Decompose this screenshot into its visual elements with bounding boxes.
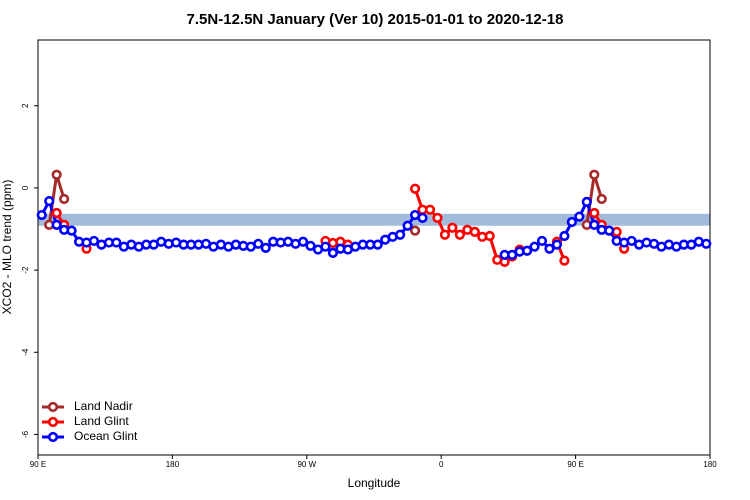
data-point [409, 225, 421, 236]
data-point [260, 242, 271, 254]
y-tick-label: -4 [21, 348, 30, 356]
data-point [372, 239, 383, 250]
data-point [484, 230, 495, 242]
x-axis-label: Longitude [348, 476, 401, 490]
data-point [402, 220, 413, 231]
legend-label: Land Glint [74, 414, 129, 428]
data-point [589, 207, 600, 219]
data-point [544, 243, 555, 254]
legend-marker [47, 431, 59, 443]
data-point [469, 226, 480, 237]
data-point [395, 229, 406, 240]
data-point [574, 211, 585, 222]
data-point [551, 239, 563, 250]
data-point [596, 193, 607, 205]
legend-label: Land Nadir [74, 399, 133, 413]
data-point [447, 222, 458, 233]
data-point [424, 204, 436, 215]
legend-label: Ocean Glint [74, 429, 138, 443]
x-tick-label: 90 E [30, 460, 46, 469]
y-axis-label: XCO2 - MLO trend (ppm) [0, 180, 14, 315]
data-point [51, 207, 62, 219]
x-tick-label: 0 [439, 460, 444, 469]
data-point [521, 245, 533, 256]
data-point [88, 235, 100, 247]
x-tick-label: 90 E [567, 460, 583, 469]
data-point [589, 169, 600, 180]
data-point [66, 225, 77, 236]
data-point [454, 229, 465, 240]
data-point [409, 183, 421, 194]
data-point [559, 255, 570, 266]
y-tick-label: -2 [21, 266, 30, 274]
data-point [51, 219, 62, 231]
data-point [36, 209, 47, 221]
data-point [432, 212, 443, 224]
data-point [44, 195, 55, 207]
data-point [439, 229, 451, 240]
x-tick-label: 180 [703, 460, 717, 469]
data-point [51, 169, 62, 180]
data-point [536, 235, 548, 247]
data-point [581, 196, 592, 207]
data-point [111, 237, 122, 248]
data-point [327, 247, 339, 258]
x-tick-label: 180 [166, 460, 180, 469]
data-point [701, 238, 712, 249]
legend-marker [47, 401, 59, 413]
data-point [253, 238, 264, 249]
chart-title: 7.5N-12.5N January (Ver 10) 2015-01-01 t… [187, 11, 564, 28]
x-tick-label: 90 W [297, 460, 316, 469]
data-point [320, 241, 331, 252]
legend-marker [47, 416, 59, 428]
data-point [589, 219, 600, 231]
data-point [559, 230, 570, 242]
plot-frame [37, 39, 711, 456]
data-point [297, 236, 309, 247]
y-tick-label: 2 [21, 103, 30, 108]
data-point [417, 212, 428, 224]
data-point [566, 216, 577, 228]
data-point [604, 225, 615, 236]
y-tick-label: 0 [21, 185, 30, 190]
y-tick-label: -6 [21, 430, 30, 438]
data-point [305, 240, 316, 251]
data-point [59, 193, 70, 205]
data-point [529, 241, 540, 252]
reference-band [38, 213, 710, 226]
data-point [626, 235, 637, 247]
